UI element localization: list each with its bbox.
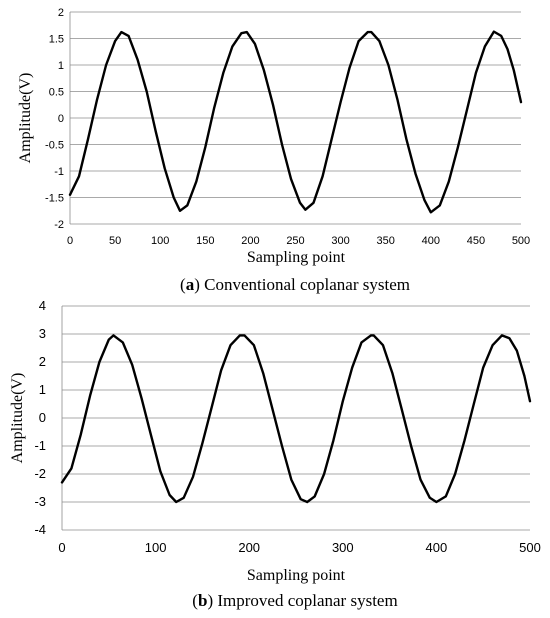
caption-a-text: Conventional coplanar system (204, 275, 410, 294)
x-tick-a-6: 300 (331, 235, 349, 247)
x-axis-label-a: Sampling point (247, 249, 346, 266)
series-b (60, 334, 532, 504)
x-tick-a-10: 500 (512, 235, 530, 247)
y-tick-a-8: -2 (54, 219, 64, 231)
x-tick-a-3: 150 (196, 235, 214, 247)
x-tick-a-2: 100 (151, 235, 169, 247)
y-tick-a-6: -1 (54, 166, 64, 178)
grid-b (61, 305, 530, 531)
x-tick-a-9: 450 (467, 235, 485, 247)
caption-a-letter: a (186, 275, 195, 294)
y-tick-b-6: -2 (34, 466, 46, 481)
y-tick-b-2: 2 (39, 354, 46, 369)
caption-a: (a) Conventional coplanar system (180, 275, 410, 294)
x-ticks-b: 0 100 200 300 400 500 (58, 540, 540, 555)
y-tick-b-1: 3 (39, 326, 46, 341)
y-tick-b-3: 1 (39, 382, 46, 397)
x-tick-b-3: 300 (332, 540, 354, 555)
y-tick-b-4: 0 (39, 410, 46, 425)
series-a (68, 30, 523, 214)
y-tick-a-3: 0.5 (49, 87, 64, 99)
x-ticks-a: 0 50 100 150 200 250 300 350 400 450 500 (67, 235, 530, 247)
series-line-b-0 (60, 334, 532, 504)
y-ticks-a: 2 1.5 1 0.5 0 -0.5 -1 -1.5 -2 (45, 7, 64, 231)
x-tick-b-2: 200 (238, 540, 260, 555)
x-tick-a-1: 50 (109, 235, 121, 247)
y-axis-label-b: Amplitude(V) (9, 373, 26, 464)
y-tick-a-2: 1 (58, 60, 64, 72)
chart-b: 4 3 2 1 0 -1 -2 -3 -4 0 100 200 300 400 500 Amplitude… (9, 298, 541, 610)
y-tick-a-4: 0 (58, 113, 64, 125)
chart-a: 2 1.5 1 0.5 0 -0.5 -1 -1.5 -2 0 50 100 150 200 250 300… (17, 7, 530, 294)
y-tick-a-1: 1.5 (49, 34, 64, 46)
x-tick-b-5: 500 (519, 540, 541, 555)
x-tick-a-0: 0 (67, 235, 73, 247)
x-tick-b-1: 100 (145, 540, 167, 555)
x-tick-a-4: 200 (241, 235, 259, 247)
caption-b-letter: b (198, 591, 207, 610)
y-tick-a-0: 2 (58, 7, 64, 19)
y-ticks-b: 4 3 2 1 0 -1 -2 -3 -4 (34, 298, 46, 537)
x-tick-a-7: 350 (377, 235, 395, 247)
y-tick-b-8: -4 (34, 522, 46, 537)
series-line-a-0 (68, 30, 523, 214)
x-tick-a-8: 400 (422, 235, 440, 247)
grid-a (69, 11, 521, 225)
y-axis-label-a: Amplitude(V) (17, 73, 34, 164)
y-tick-b-7: -3 (34, 494, 46, 509)
x-axis-label-b: Sampling point (247, 567, 346, 584)
caption-b-text: Improved coplanar system (217, 591, 397, 610)
y-tick-a-7: -1.5 (45, 193, 64, 205)
x-tick-b-4: 400 (426, 540, 448, 555)
y-tick-b-5: -1 (34, 438, 46, 453)
caption-b: (b) Improved coplanar system (192, 591, 397, 610)
x-tick-a-5: 250 (286, 235, 304, 247)
y-tick-a-5: -0.5 (45, 140, 64, 152)
y-tick-b-0: 4 (39, 298, 46, 313)
x-tick-b-0: 0 (58, 540, 65, 555)
